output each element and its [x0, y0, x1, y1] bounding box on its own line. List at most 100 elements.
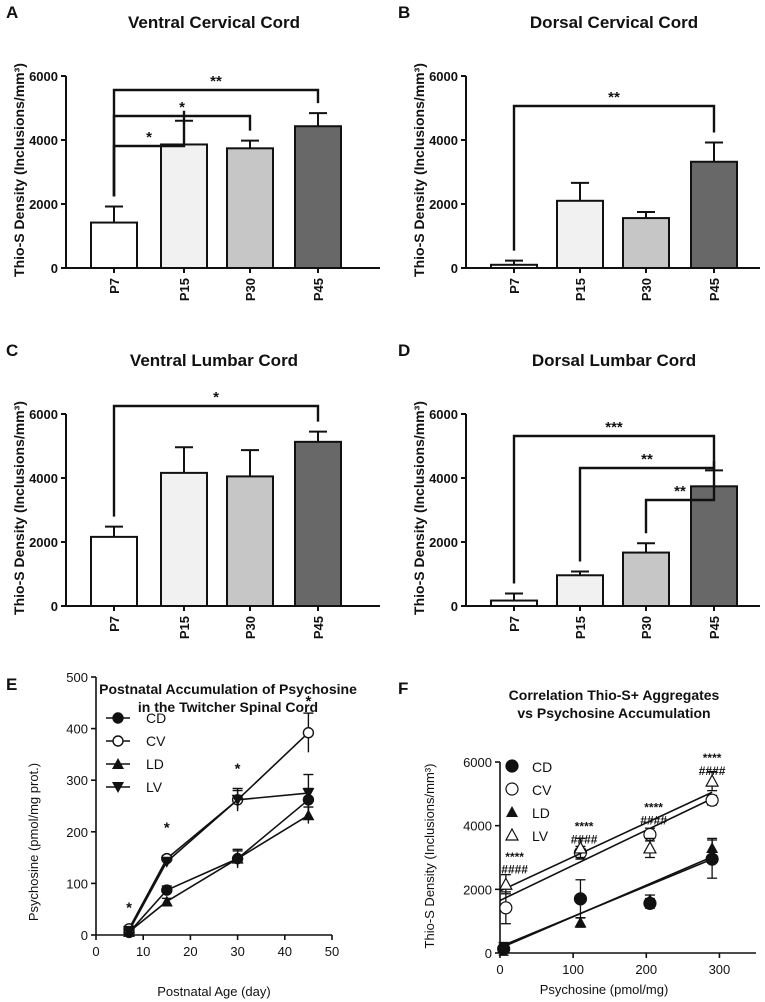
panel-e-plot: 0 100 200 300 400 500 0 10 20 30 40 50 * * * * CD CV LD LV [66, 670, 339, 959]
panel-e: E Postnatal Accumulation of Psychosine i… [6, 670, 357, 999]
panel-c-ytick-label: 4000 [29, 471, 58, 486]
panel-e-series-cv-line [128, 732, 309, 930]
panel-f-xtick-label: 100 [562, 962, 584, 977]
panel-f-ytick-label: 2000 [463, 882, 492, 897]
panel-e-ytick-label: 500 [66, 670, 88, 685]
panel-e-legend-cv-label: CV [146, 733, 166, 749]
panel-b-xtick-label: P7 [507, 278, 522, 294]
panel-f-series-ld-fit-line [499, 856, 713, 949]
panel-e-title-line-1: Postnatal Accumulation of Psychosine [99, 681, 357, 697]
panel-f-annotation: **** [505, 850, 524, 864]
panel-e-xtick-label: 0 [92, 944, 99, 959]
panel-f-series-cv-point [499, 901, 513, 915]
panel-e-legend-cd-label: CD [146, 710, 166, 726]
panel-a-xtick-label: P45 [311, 278, 326, 301]
panel-c-plot: 0 2000 4000 6000 P7 P15 P30 P45 * [29, 389, 380, 639]
panel-a-bar-p15 [160, 143, 208, 269]
panel-e-series-cd-point [161, 884, 173, 896]
panel-d-title: Dorsal Lumbar Cord [532, 351, 696, 370]
panel-d-bar-p7 [490, 599, 538, 607]
panel-f-series-ld-point [497, 941, 510, 953]
panel-e-xtick-label: 40 [278, 944, 292, 959]
panel-b-ytick-label: 2000 [429, 197, 458, 212]
panel-letter-b: B [398, 3, 410, 22]
panel-d-significance-label: ** [641, 451, 653, 468]
panel-e-ytick-label: 300 [66, 773, 88, 788]
panel-f-annotation: #### [640, 813, 667, 827]
panel-d-ylabel: Thio-S Density (Inclusions/mm³) [411, 401, 427, 615]
panel-b-bar-p45 [690, 160, 738, 269]
panel-a-bar-p30 [226, 147, 274, 270]
panel-a-xtick-label: P15 [177, 278, 192, 301]
panel-e-series-ld-point [160, 895, 173, 907]
panel-d-significance-bracket [644, 460, 716, 534]
panel-f-annotation: **** [575, 820, 594, 834]
panel-e-series-lv-point [160, 856, 173, 868]
panel-c-bar-p15 [160, 471, 208, 607]
panel-e-xlabel: Postnatal Age (day) [157, 984, 270, 999]
panel-f-ytick-label: 0 [485, 946, 492, 961]
panel-e-legend-lv-label: LV [146, 779, 163, 795]
panel-e-annotation: * [164, 820, 170, 837]
panel-f-legend-lv-marker [504, 827, 520, 841]
panel-a-xtick-label: P30 [243, 278, 258, 301]
panel-a-ylabel: Thio-S Density (Inclusions/mm³) [11, 63, 27, 277]
panel-e-annotation: * [126, 900, 132, 917]
panel-letter-e: E [6, 675, 17, 694]
panel-c-ylabel: Thio-S Density (Inclusions/mm³) [11, 401, 27, 615]
panel-d-xtick-label: P7 [507, 616, 522, 632]
panel-a-significance-label: * [146, 129, 152, 146]
panel-f-annotation: #### [699, 764, 726, 778]
panel-f-series-ld-point [574, 916, 587, 928]
panel-f-xlabel: Psychosine (pmol/mg) [540, 982, 669, 997]
panel-e-legend-lv-marker [112, 782, 124, 793]
panel-e-series-ld-point [231, 852, 244, 864]
panel-e-title-line-2: in the Twitcher Spinal Cord [138, 699, 318, 715]
panel-f-series-lv-point [642, 840, 657, 854]
panel-letter-d: D [398, 341, 410, 360]
panel-b-bar-p30 [622, 217, 670, 269]
panel-f-annotation: #### [571, 832, 598, 846]
panel-f-series-lv-point [498, 876, 513, 890]
panel-e-series-cd-line [128, 799, 309, 933]
panel-f-series-lv-point [705, 773, 720, 787]
panel-c-xtick-label: P45 [311, 616, 326, 639]
panel-b-xtick-label: P15 [573, 278, 588, 301]
panel-a-significance-label: * [179, 99, 185, 116]
panel-e-legend-cv-marker [112, 735, 124, 747]
panel-d-significance-bracket [512, 434, 716, 584]
panel-d-bar-p45 [690, 485, 738, 608]
panel-c-xtick-label: P30 [243, 616, 258, 639]
panel-d-ytick-label: 4000 [429, 471, 458, 486]
panel-a-ytick-label: 4000 [29, 133, 58, 148]
panel-b-plot: 0 2000 4000 6000 P7 P15 P30 P45 ** [429, 69, 760, 301]
panel-f-xtick-label: 0 [496, 962, 503, 977]
panel-c-xtick-label: P15 [177, 616, 192, 639]
panel-d-ytick-label: 6000 [429, 407, 458, 422]
panel-e-ytick-label: 100 [66, 876, 88, 891]
panel-e-xtick-label: 30 [230, 944, 244, 959]
panel-a-ytick-label: 2000 [29, 197, 58, 212]
panel-c-significance-bracket [112, 404, 320, 517]
panel-c-title: Ventral Lumbar Cord [130, 351, 298, 370]
panel-e-series-lv-point [302, 788, 315, 800]
panel-e-ytick-label: 200 [66, 825, 88, 840]
panel-e-ytick-label: 400 [66, 722, 88, 737]
panel-b-bar-p7 [490, 263, 538, 269]
panel-f-series-cv-point [705, 793, 719, 807]
panel-e-xtick-label: 10 [136, 944, 150, 959]
panel-letter-f: F [398, 679, 408, 698]
panel-b-ytick-label: 6000 [429, 69, 458, 84]
panel-a-bar-p7 [90, 221, 138, 269]
panel-b-significance-label: ** [608, 89, 620, 106]
panel-f-series-cv-fit-line [499, 797, 713, 902]
panel-f-series-ld-point [643, 893, 656, 905]
panel-f-legend-cv-label: CV [532, 782, 552, 798]
panel-f-xtick-label: 200 [635, 962, 657, 977]
panel-d-ytick-label: 2000 [429, 535, 458, 550]
panel-c-significance-label: * [213, 389, 219, 406]
panel-e-annotation: * [235, 760, 241, 777]
panel-e-series-lv-point [123, 925, 136, 937]
